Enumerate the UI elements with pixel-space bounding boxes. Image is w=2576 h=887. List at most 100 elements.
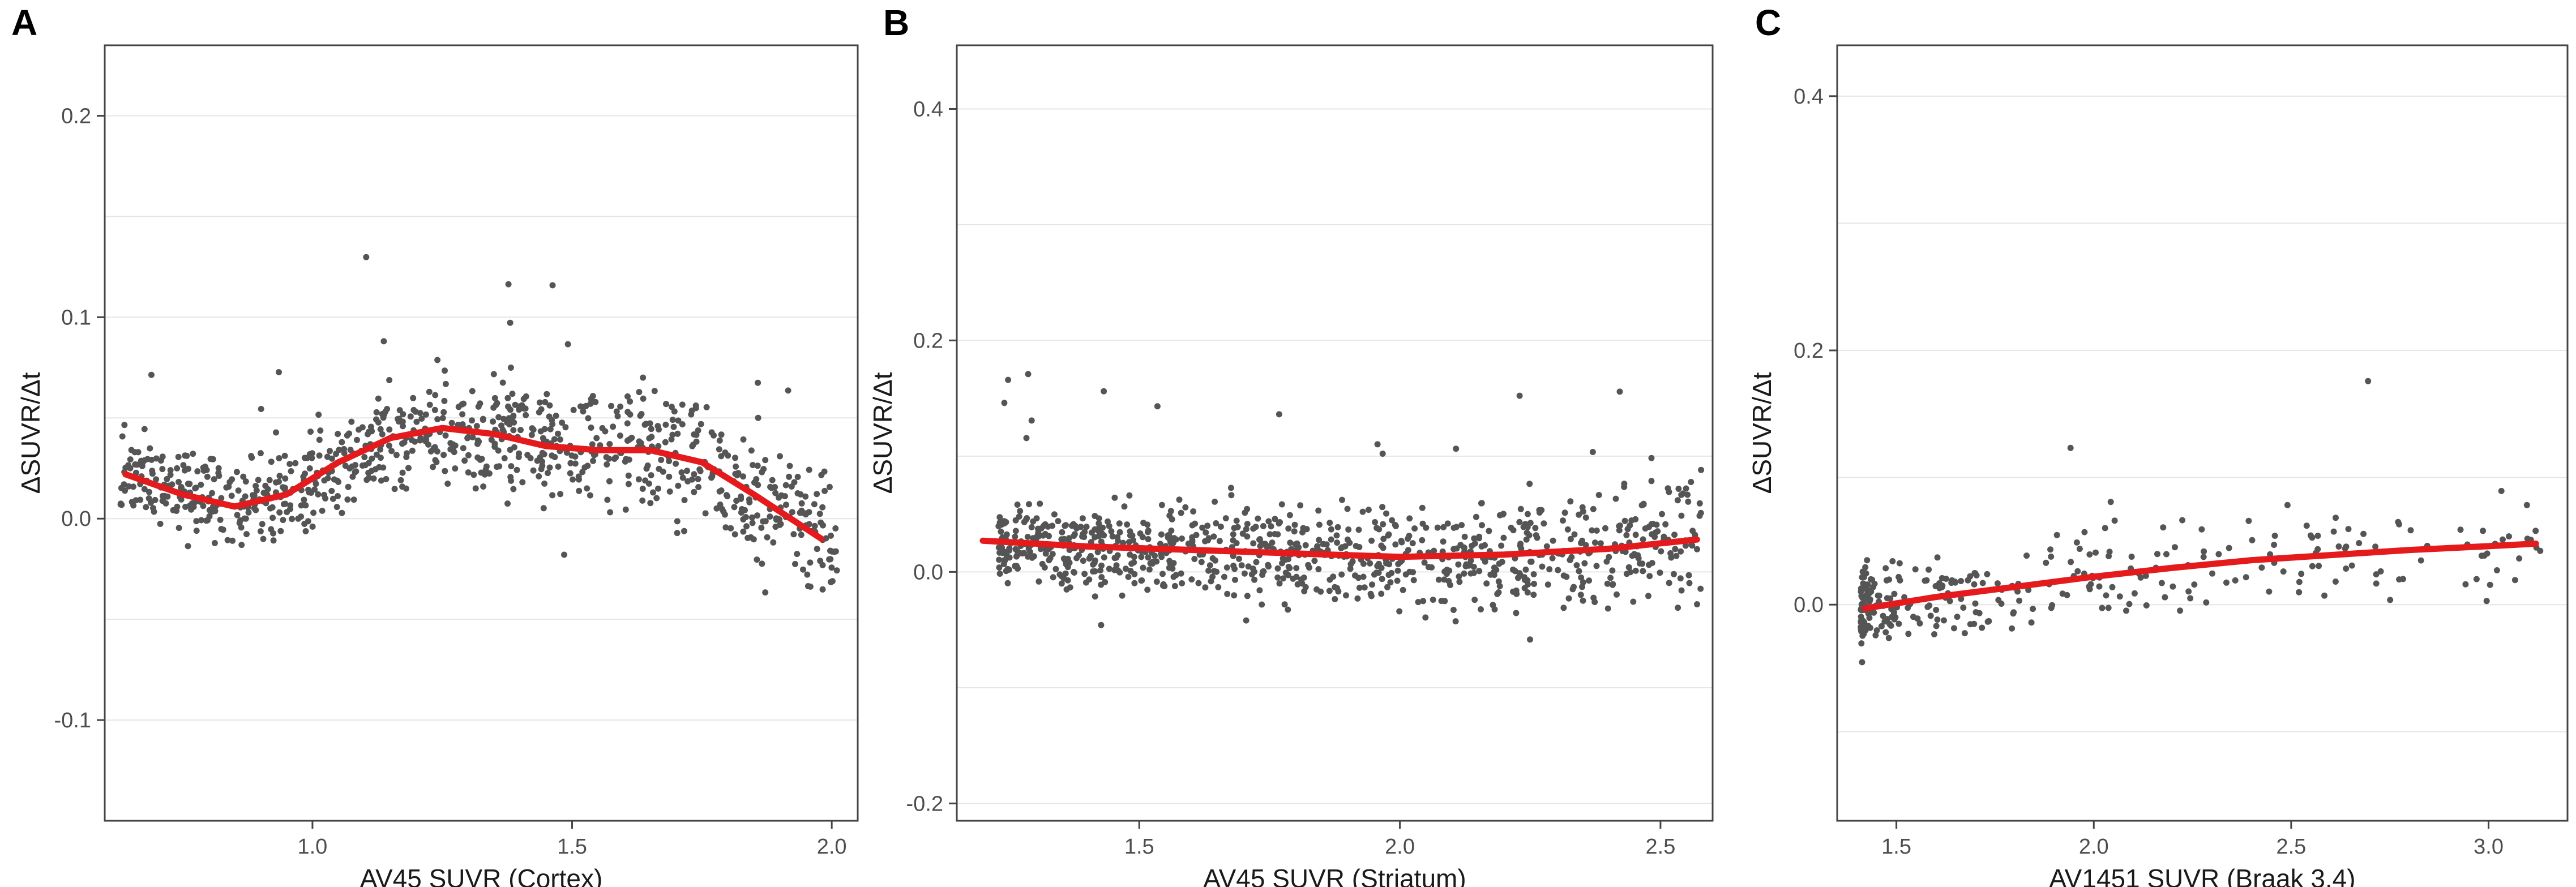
scatter-point — [509, 391, 516, 397]
scatter-point — [1178, 509, 1184, 516]
scatter-point — [1342, 543, 1349, 550]
scatter-point — [427, 448, 434, 455]
scatter-point — [553, 413, 559, 419]
scatter-point — [2487, 581, 2493, 588]
scatter-point — [410, 395, 417, 401]
scatter-point — [557, 491, 564, 498]
scatter-point — [1305, 562, 1312, 568]
scatter-point — [695, 484, 702, 490]
scatter-point — [2111, 517, 2118, 524]
scatter-point — [1369, 581, 1375, 588]
scatter-point — [473, 423, 480, 430]
scatter-point — [1868, 609, 1875, 616]
scatter-point — [613, 408, 620, 415]
scatter-point — [1865, 623, 1872, 629]
scatter-point — [1122, 565, 1129, 572]
scatter-point — [226, 479, 233, 486]
scatter-point — [1866, 598, 1873, 605]
scatter-point — [143, 504, 149, 511]
scatter-point — [1114, 534, 1121, 541]
scatter-point — [1565, 595, 1572, 602]
scatter-point — [480, 483, 487, 490]
scatter-point — [1976, 610, 1983, 616]
scatter-point — [1686, 580, 1693, 586]
scatter-point — [748, 514, 755, 521]
scatter-point — [1887, 595, 1894, 602]
scatter-point — [572, 460, 579, 467]
scatter-point — [1951, 625, 1957, 632]
scatter-point — [1571, 531, 1578, 538]
scatter-point — [2093, 549, 2099, 556]
scatter-point — [1889, 558, 1896, 564]
scatter-point — [1153, 579, 1160, 585]
scatter-point — [1299, 529, 1306, 535]
scatter-point — [604, 461, 610, 468]
scatter-point — [688, 407, 695, 414]
scatter-point — [464, 435, 471, 442]
scatter-point — [1606, 554, 1612, 560]
scatter-point — [1119, 592, 1126, 599]
scatter-point — [1614, 591, 1620, 598]
scatter-point — [1582, 542, 1589, 549]
scatter-point — [1642, 525, 1649, 532]
scatter-point — [1523, 536, 1530, 543]
scatter-point — [2048, 553, 2055, 560]
scatter-point — [1013, 553, 1020, 560]
scatter-point — [770, 539, 777, 546]
scatter-point — [1367, 560, 1373, 567]
scatter-point — [804, 571, 811, 578]
scatter-point — [1415, 599, 1422, 606]
scatter-point — [1328, 536, 1334, 543]
scatter-point — [2498, 487, 2505, 494]
scatter-point — [1682, 542, 1689, 549]
scatter-point — [1394, 577, 1401, 584]
scatter-point — [160, 494, 167, 501]
scatter-point — [1470, 564, 1477, 570]
scatter-point — [666, 473, 673, 480]
scatter-point — [1895, 620, 1902, 627]
scatter-point — [2010, 609, 2017, 616]
scatter-point — [1916, 620, 1923, 627]
scatter-point — [1471, 597, 1478, 603]
scatter-point — [1470, 569, 1477, 576]
scatter-point — [1527, 636, 1533, 643]
scatter-point — [1560, 517, 1566, 524]
scatter-point — [1242, 509, 1248, 516]
scatter-point — [814, 546, 820, 552]
scatter-point — [1040, 532, 1046, 539]
scatter-point — [2023, 552, 2030, 559]
scatter-point — [1108, 528, 1115, 535]
scatter-point — [590, 457, 596, 464]
scatter-point — [141, 486, 148, 492]
scatter-point — [2162, 594, 2168, 601]
scatter-point — [1495, 578, 1502, 585]
scatter-point — [732, 455, 738, 461]
scatter-point — [306, 465, 313, 472]
scatter-point — [1444, 520, 1451, 527]
scatter-point — [399, 469, 406, 476]
scatter-point — [1886, 576, 1893, 583]
scatter-point — [1238, 562, 1245, 569]
scatter-point — [309, 523, 316, 530]
scatter-point — [1090, 561, 1097, 568]
scatter-point — [461, 457, 468, 464]
x-tick-label: 1.5 — [1124, 835, 1154, 859]
scatter-point — [1392, 541, 1399, 548]
scatter-point — [375, 419, 382, 426]
scatter-point — [759, 560, 765, 567]
scatter-point — [298, 502, 305, 509]
scatter-point — [2096, 583, 2103, 590]
scatter-point — [1285, 563, 1292, 570]
scatter-point — [237, 517, 244, 524]
scatter-point — [2043, 559, 2049, 566]
scatter-point — [557, 436, 563, 443]
scatter-point — [549, 282, 556, 289]
scatter-point — [1276, 580, 1283, 587]
scatter-point — [617, 403, 624, 410]
scatter-point — [1461, 533, 1468, 540]
scatter-point — [755, 379, 761, 386]
scatter-point — [2516, 555, 2523, 562]
scatter-point — [597, 442, 604, 449]
scatter-point — [764, 534, 771, 541]
scatter-point — [821, 468, 828, 475]
